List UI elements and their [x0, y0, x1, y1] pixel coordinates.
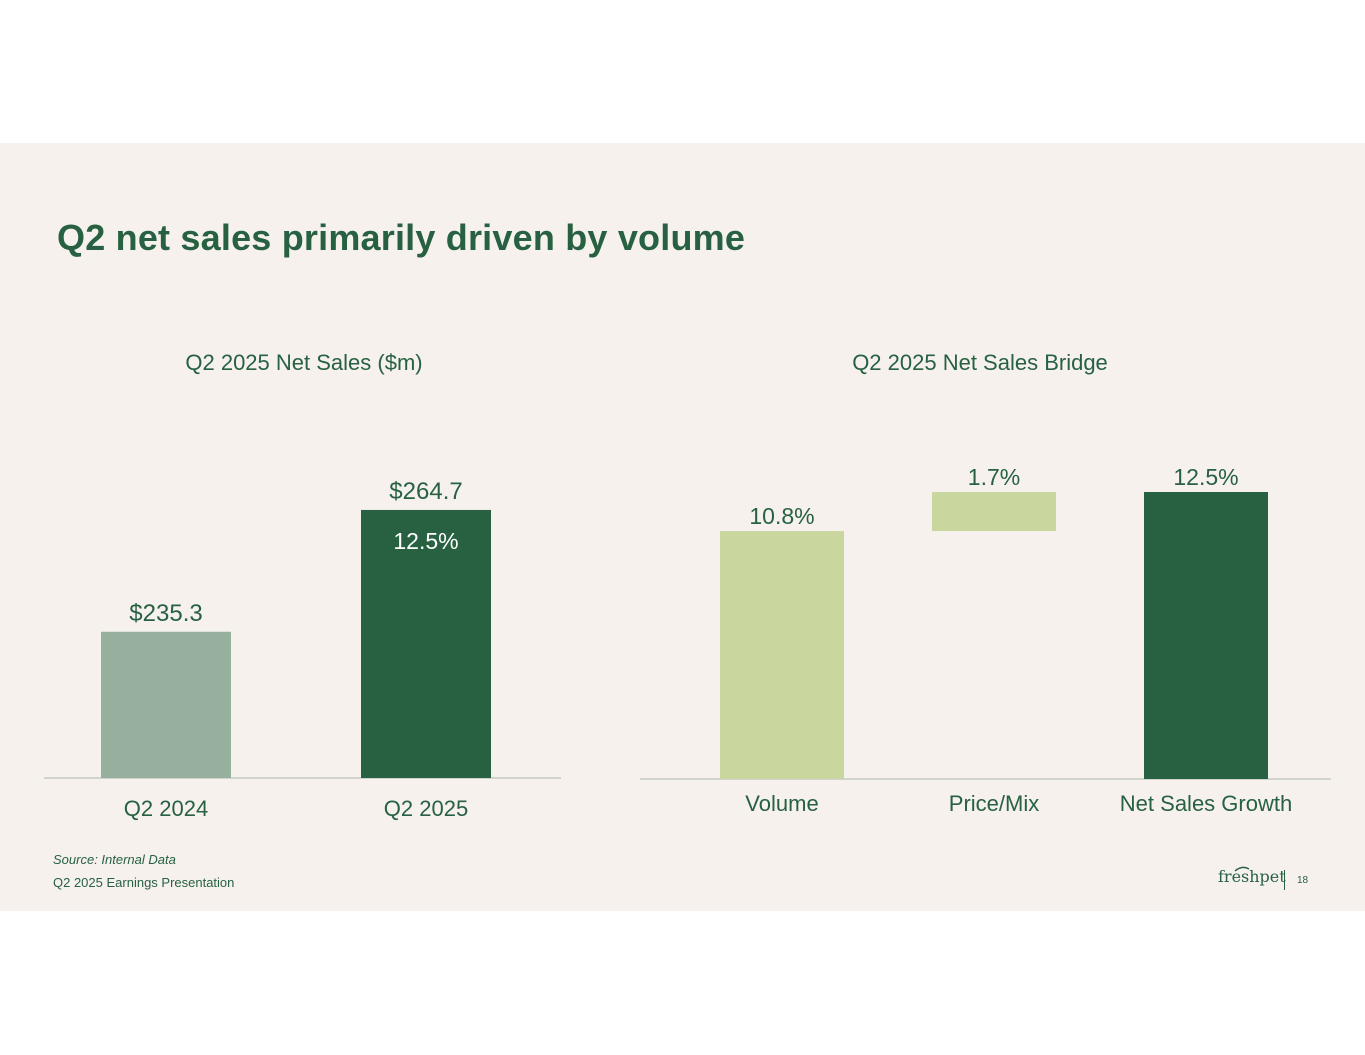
- footer-divider: [1284, 870, 1285, 890]
- bar-volume: [720, 531, 844, 779]
- data-label-price-mix: 1.7%: [968, 464, 1020, 490]
- bar-price-mix: [932, 492, 1056, 532]
- tick-label-volume: Volume: [745, 791, 818, 816]
- data-label-volume: 10.8%: [749, 503, 814, 529]
- tick-label-net-sales-growth: Net Sales Growth: [1120, 791, 1292, 816]
- tick-label-price-mix: Price/Mix: [949, 791, 1039, 816]
- net-sales-bridge-chart: 10.8% Volume 1.7% Price/Mix 12.5% Net Sales G…: [640, 464, 1331, 816]
- bridge-chart-title: Q2 2025 Net Sales Bridge: [852, 350, 1108, 375]
- freshpet-logo: freshpet: [1218, 867, 1286, 886]
- growth-label: 12.5%: [393, 528, 458, 554]
- slide: Q2 net sales primarily driven by volume …: [0, 143, 1365, 911]
- tick-label-q2-2025: Q2 2025: [384, 796, 468, 821]
- bar-q2-2025: [361, 509, 491, 778]
- bar-q2-2024: [101, 631, 231, 778]
- bar-net-sales-growth: [1144, 492, 1268, 779]
- source-note: Source: Internal Data: [53, 852, 176, 867]
- net-sales-chart-title: Q2 2025 Net Sales ($m): [185, 350, 423, 375]
- data-label-net-sales-growth: 12.5%: [1173, 464, 1238, 490]
- data-label-q2-2025: $264.7: [389, 478, 462, 505]
- slide-title: Q2 net sales primarily driven by volume: [57, 217, 746, 258]
- net-sales-chart: $235.3 Q2 2024 $264.7 Q2 2025 12.5%: [44, 478, 561, 821]
- presentation-name: Q2 2025 Earnings Presentation: [53, 875, 235, 890]
- tick-label-q2-2024: Q2 2024: [124, 796, 208, 821]
- data-label-q2-2024: $235.3: [129, 600, 202, 627]
- freshpet-leaf-icon: [1234, 866, 1250, 872]
- page-number: 18: [1297, 875, 1309, 886]
